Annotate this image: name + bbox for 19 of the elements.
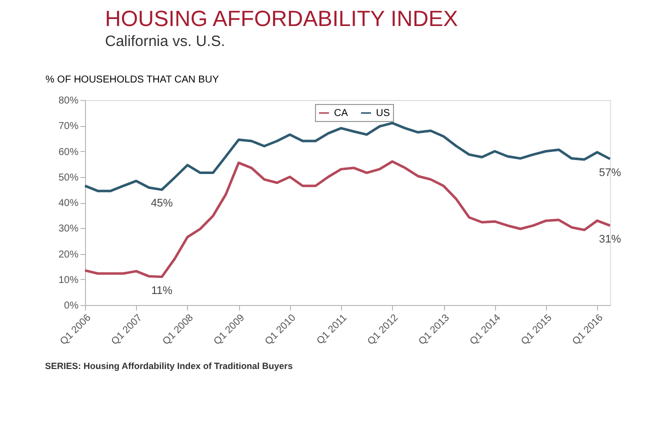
data-label: 57% <box>598 166 622 179</box>
y-tick-label: 80% <box>58 96 79 106</box>
y-tick-label: 0% <box>64 300 79 312</box>
y-tick-label: 20% <box>58 249 79 260</box>
y-tick-label: 50% <box>58 172 79 184</box>
chart-title: HOUSING AFFORDABILITY INDEX <box>105 6 458 31</box>
text: SERIES: Housing Affordability Index of Traditional Buyers <box>45 361 293 371</box>
y-tick-label: 10% <box>58 274 79 286</box>
y-tick-label: 70% <box>58 121 79 132</box>
y-tick-label: 40% <box>58 198 79 209</box>
chart-subtitle: California vs. U.S. <box>105 33 226 50</box>
legend-label: US <box>376 108 390 119</box>
data-label: 45% <box>150 198 174 210</box>
y-tick-label: 60% <box>58 146 79 158</box>
data-label: 11% <box>151 284 173 297</box>
y-tick-label: 30% <box>58 224 79 235</box>
data-label: 31% <box>598 234 622 246</box>
legend-label: CA <box>334 108 348 119</box>
y-axis-title: % OF HOUSEHOLDS THAT CAN BUY <box>46 74 220 86</box>
